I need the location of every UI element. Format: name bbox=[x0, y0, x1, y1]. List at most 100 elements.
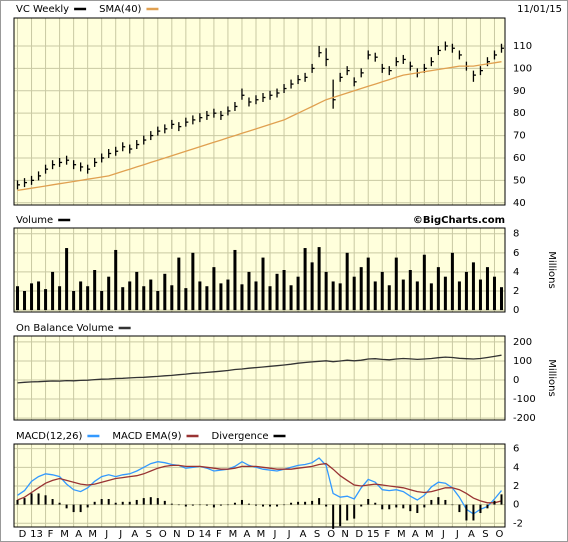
bar bbox=[156, 291, 160, 311]
x-tick-label: J bbox=[287, 529, 291, 540]
y-tick-label: 90 bbox=[513, 86, 526, 97]
bar bbox=[65, 248, 69, 311]
bar bbox=[219, 504, 222, 506]
bar bbox=[352, 276, 356, 311]
bar bbox=[457, 281, 461, 311]
plot-area bbox=[14, 18, 505, 205]
series-line bbox=[17, 457, 502, 515]
x-tick-label: 14 bbox=[199, 529, 212, 540]
bar bbox=[135, 499, 138, 505]
plot-border bbox=[13, 17, 506, 206]
x-tick-label: M bbox=[425, 529, 434, 540]
bar bbox=[240, 284, 244, 311]
x-tick-label: J bbox=[118, 529, 122, 540]
bar bbox=[128, 281, 132, 311]
bar bbox=[409, 504, 412, 512]
bar bbox=[465, 504, 468, 521]
bar bbox=[401, 279, 405, 311]
bar bbox=[107, 276, 111, 311]
bar bbox=[107, 499, 110, 505]
bar bbox=[283, 504, 286, 506]
bar bbox=[436, 267, 440, 311]
bar bbox=[16, 499, 19, 505]
y-tick-label: 2 bbox=[513, 286, 519, 297]
bar bbox=[86, 504, 89, 508]
plot-area bbox=[14, 336, 505, 420]
bar bbox=[254, 504, 257, 506]
bar bbox=[402, 504, 405, 509]
bar bbox=[318, 498, 321, 505]
bar bbox=[346, 504, 349, 521]
bar bbox=[240, 499, 243, 505]
y-tick-label: 100 bbox=[513, 356, 532, 367]
bar bbox=[51, 499, 54, 505]
bar bbox=[142, 498, 145, 505]
series-line bbox=[17, 354, 502, 384]
x-tick-label: A bbox=[75, 529, 82, 540]
bar bbox=[450, 252, 454, 311]
x-tick-label: D bbox=[187, 529, 195, 540]
bar bbox=[44, 495, 47, 505]
bar bbox=[353, 504, 356, 519]
x-tick-label: N bbox=[173, 529, 180, 540]
y-tick-label: -100 bbox=[513, 394, 536, 405]
bar bbox=[297, 501, 300, 505]
bar bbox=[408, 270, 412, 311]
series-line bbox=[17, 61, 502, 192]
bar bbox=[381, 504, 384, 510]
bar bbox=[121, 501, 124, 505]
plot-border bbox=[13, 335, 506, 421]
bar bbox=[290, 502, 293, 505]
bar bbox=[324, 271, 328, 311]
bar bbox=[387, 285, 391, 311]
bar bbox=[191, 252, 195, 311]
y-tick-label: 110 bbox=[513, 41, 532, 52]
x-tick-label: F bbox=[48, 529, 54, 540]
bar bbox=[443, 276, 447, 311]
x-tick-label: M bbox=[88, 529, 97, 540]
bar bbox=[499, 287, 503, 311]
x-tick-label: N bbox=[341, 529, 348, 540]
y-tick-label: 0 bbox=[513, 305, 519, 316]
bar bbox=[303, 248, 307, 311]
bar bbox=[100, 499, 103, 505]
bar bbox=[205, 286, 209, 311]
y-tick-label: 70 bbox=[513, 131, 526, 142]
x-tick-label: O bbox=[159, 529, 167, 540]
bar bbox=[500, 494, 503, 505]
bar bbox=[23, 291, 27, 311]
bar bbox=[296, 276, 300, 311]
bar bbox=[79, 281, 83, 311]
bar bbox=[345, 252, 349, 311]
bar bbox=[458, 504, 461, 513]
bar bbox=[30, 493, 33, 505]
bar bbox=[93, 501, 96, 505]
bar bbox=[269, 504, 272, 507]
plot-border bbox=[13, 443, 506, 528]
bar bbox=[114, 249, 118, 311]
bar bbox=[317, 247, 321, 311]
bar bbox=[415, 281, 419, 311]
bar bbox=[44, 289, 48, 311]
bar bbox=[310, 262, 314, 311]
bar bbox=[359, 267, 363, 311]
bar bbox=[226, 504, 229, 506]
x-tick-label: 15 bbox=[367, 529, 380, 540]
bar bbox=[233, 249, 237, 311]
bar bbox=[156, 498, 159, 505]
bar bbox=[276, 504, 279, 507]
bar bbox=[198, 281, 202, 311]
x-tick-label: A bbox=[131, 529, 138, 540]
bar bbox=[416, 504, 419, 514]
bar bbox=[479, 504, 482, 514]
bar bbox=[86, 286, 90, 311]
x-tick-label: M bbox=[229, 529, 238, 540]
bar bbox=[191, 504, 194, 506]
legend-label: MACD EMA(9) bbox=[112, 431, 181, 442]
y-tick-label: 0 bbox=[513, 500, 519, 511]
bar bbox=[492, 276, 496, 311]
x-tick-label: F bbox=[384, 529, 390, 540]
bar bbox=[23, 498, 26, 505]
y-axis-label: Millions bbox=[546, 251, 557, 288]
